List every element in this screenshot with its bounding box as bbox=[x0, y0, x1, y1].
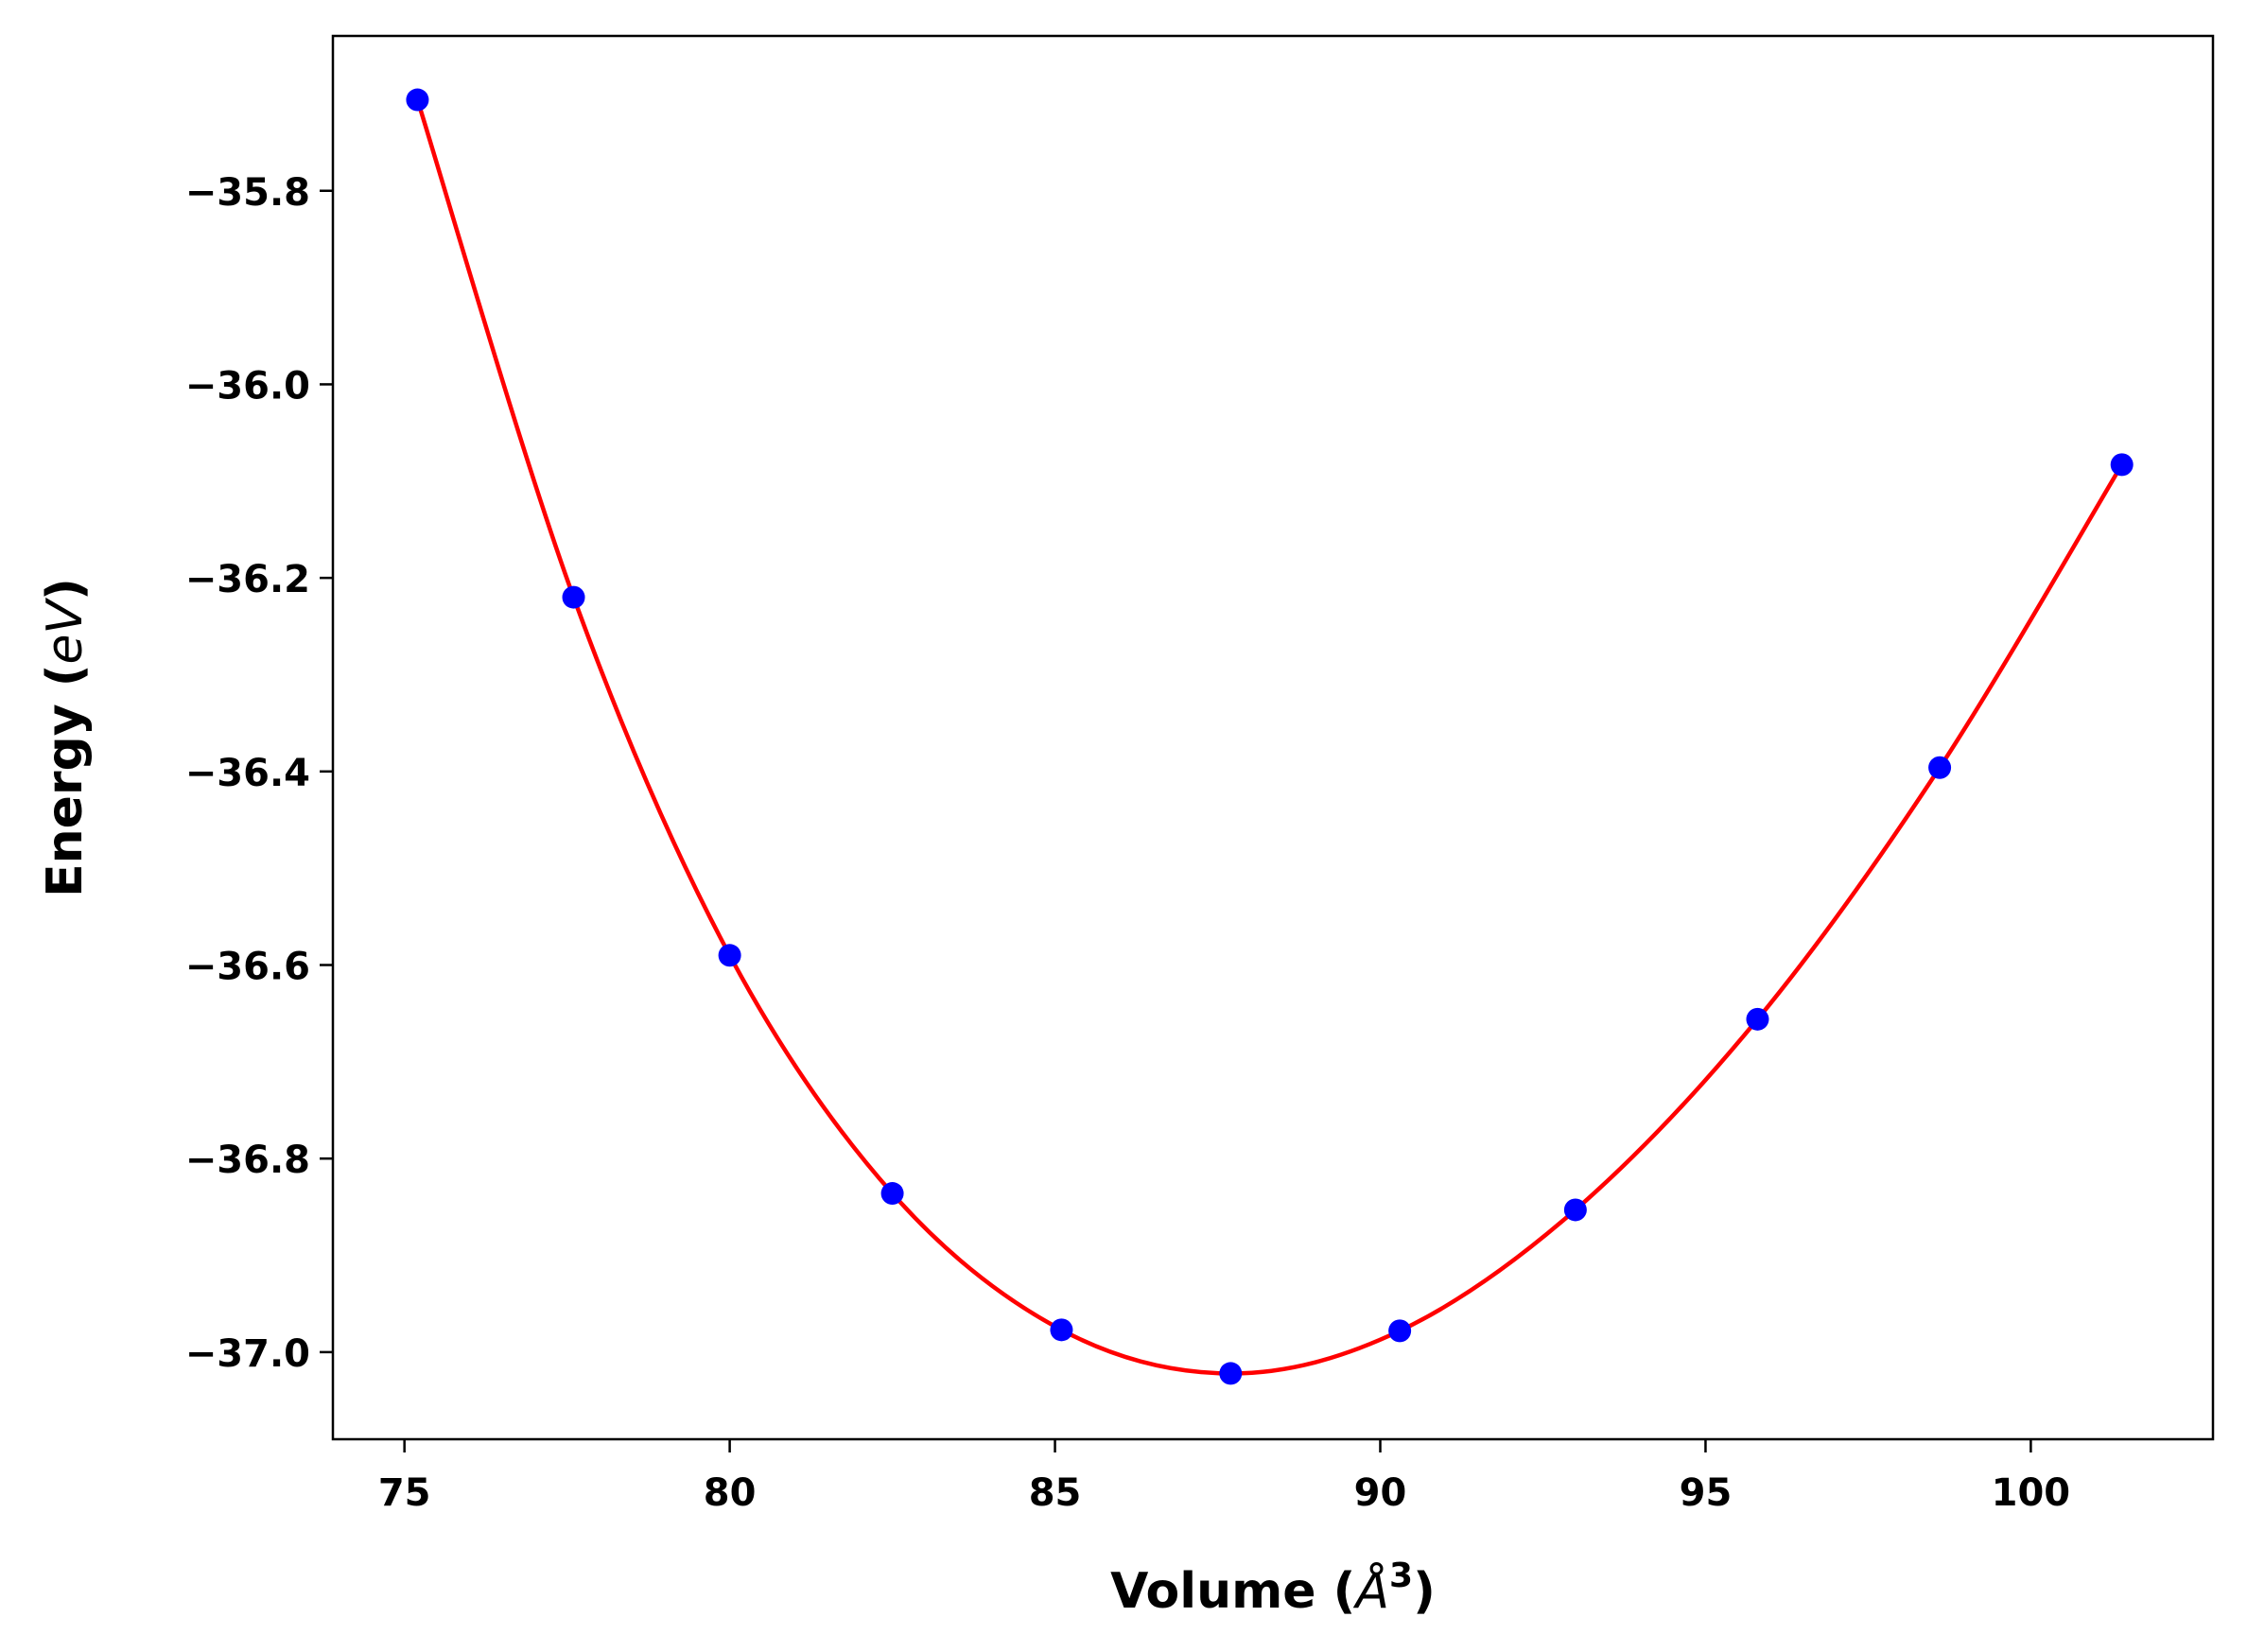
data-point bbox=[1746, 1007, 1769, 1031]
data-point bbox=[1563, 1198, 1587, 1222]
plot-frame bbox=[331, 34, 2215, 1441]
data-point bbox=[718, 944, 741, 967]
y-tick-label: −35.8 bbox=[185, 171, 310, 215]
data-point bbox=[2110, 453, 2134, 477]
x-tick-label: 95 bbox=[1680, 1471, 1733, 1515]
data-point bbox=[406, 88, 429, 112]
fit-curve-line bbox=[415, 98, 2124, 1376]
data-point bbox=[1219, 1362, 1243, 1385]
x-tick-label: 85 bbox=[1029, 1471, 1082, 1515]
x-tick-label: 100 bbox=[1992, 1471, 2071, 1515]
y-tick-label: −36.4 bbox=[185, 752, 310, 795]
x-axis-label: Volume (Å3) bbox=[1110, 1556, 1436, 1620]
x-tick-label: 75 bbox=[378, 1471, 431, 1515]
data-point bbox=[1050, 1318, 1073, 1342]
plot-area bbox=[406, 88, 2134, 1385]
x-tick-label: 80 bbox=[704, 1471, 757, 1515]
x-tick-label: 90 bbox=[1354, 1471, 1407, 1515]
data-point bbox=[1388, 1319, 1412, 1343]
y-axis-label: Energy (eV) bbox=[37, 578, 94, 897]
data-point bbox=[880, 1182, 904, 1206]
data-point bbox=[562, 585, 585, 609]
y-tick-label: −36.0 bbox=[185, 364, 310, 408]
x-axis: 75 80 85 90 95 100 bbox=[378, 1439, 2070, 1515]
y-tick-label: −36.2 bbox=[185, 558, 310, 601]
y-tick-label: −36.6 bbox=[185, 946, 310, 989]
data-point bbox=[1928, 756, 1952, 779]
y-axis: −35.8 −36.0 −36.2 −36.4 −36.6 −36.8 −37.0 bbox=[185, 171, 333, 1376]
y-tick-label: −36.8 bbox=[185, 1139, 310, 1182]
y-tick-label: −37.0 bbox=[185, 1332, 310, 1376]
